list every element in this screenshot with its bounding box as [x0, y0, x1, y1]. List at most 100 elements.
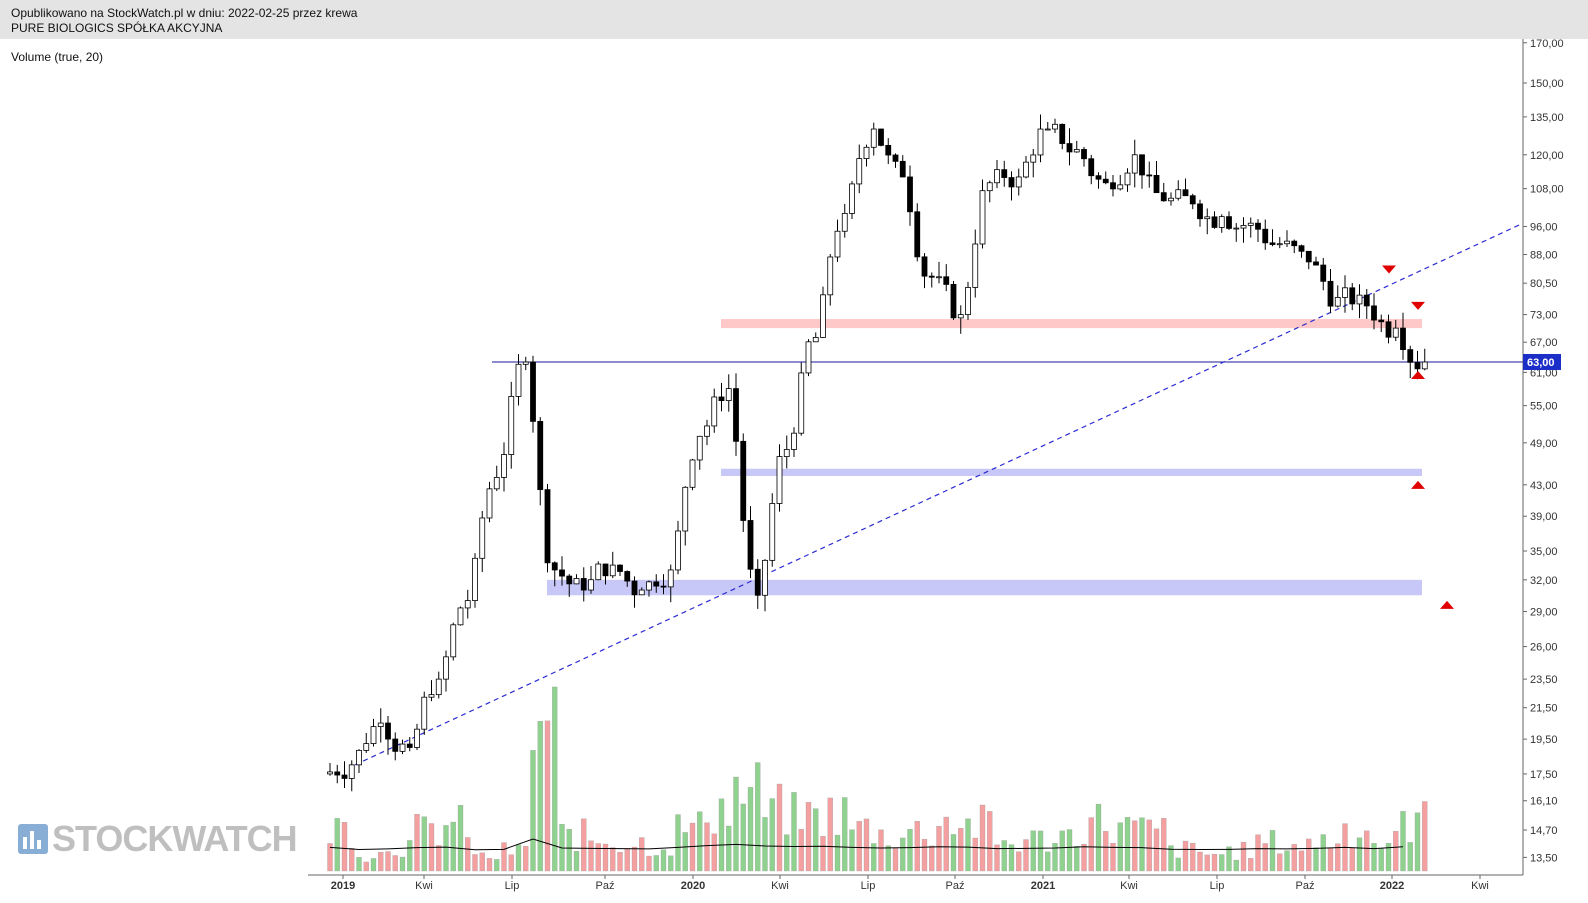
- y-tick-label: 73,00: [1530, 310, 1558, 322]
- x-tick-label: Kwi: [1120, 880, 1138, 892]
- volume-bar: [515, 844, 522, 872]
- candle-up: [435, 678, 442, 696]
- volume-bar: [733, 776, 739, 872]
- candle-down: [653, 581, 660, 587]
- lines-layer: [354, 222, 1524, 766]
- candle-up: [493, 477, 500, 490]
- volume-bar: [1349, 847, 1355, 872]
- volume-bar: [1393, 831, 1399, 872]
- candle-up: [609, 564, 616, 577]
- volume-bar: [755, 762, 761, 872]
- candle-up: [1342, 287, 1348, 298]
- candle-up: [1037, 128, 1044, 156]
- volume-bar: [566, 829, 572, 872]
- y-tick-label: 150,00: [1530, 78, 1564, 90]
- volume-bar: [421, 816, 427, 872]
- candle-down: [878, 128, 884, 146]
- candle-down: [943, 276, 950, 285]
- volume-bar: [508, 854, 514, 872]
- volume-bar: [1306, 838, 1312, 872]
- last-price-tag: [1523, 353, 1561, 370]
- volume-bar: [762, 817, 768, 872]
- volume-bar: [878, 829, 884, 872]
- volume-bar: [523, 846, 529, 872]
- candle-down: [385, 722, 391, 740]
- candle-up: [704, 425, 710, 437]
- candle-up: [443, 656, 449, 680]
- candle-down: [617, 564, 623, 572]
- instrument-title: PURE BIOLOGICS SPÓŁKA AKCYJNA: [11, 21, 223, 35]
- volume-bar: [631, 846, 638, 872]
- volume-bar: [1320, 834, 1326, 872]
- candle-up: [356, 749, 362, 766]
- candle-up: [450, 624, 457, 658]
- buy-marker: [1411, 371, 1425, 380]
- volume-bar: [842, 797, 848, 872]
- candle-down: [1414, 361, 1421, 370]
- volume-bar: [1182, 840, 1189, 872]
- candle-down: [566, 575, 573, 585]
- y-tick-label: 80,50: [1530, 278, 1558, 290]
- volume-bar: [958, 828, 964, 872]
- volume-bar: [1248, 858, 1254, 872]
- y-tick-label: 88,00: [1530, 250, 1558, 262]
- volume-bar: [1023, 839, 1029, 872]
- x-tick-label: Lip: [861, 880, 876, 892]
- sell-marker: [1411, 301, 1425, 310]
- x-tick-label: 2019: [331, 880, 355, 892]
- volume-bar: [1016, 851, 1022, 872]
- volume-bar: [994, 844, 1000, 872]
- y-tick-label: 16,10: [1530, 796, 1558, 808]
- candle-up: [682, 486, 689, 532]
- candle-down: [1146, 174, 1153, 177]
- candle-up: [1015, 176, 1022, 188]
- volume-bar: [1124, 817, 1131, 872]
- volume-bar: [914, 821, 920, 872]
- volume-bar: [552, 686, 558, 872]
- candle-up: [515, 363, 522, 397]
- candle-down: [1291, 240, 1298, 247]
- candle-up: [428, 694, 435, 698]
- volume-bar: [660, 849, 667, 872]
- candle-down: [928, 275, 935, 278]
- candle-up: [1392, 327, 1399, 338]
- candle-down: [885, 145, 892, 156]
- candle-up: [957, 314, 964, 319]
- buy-marker: [1411, 480, 1425, 489]
- candle-up: [486, 488, 493, 519]
- volume-bar: [987, 811, 993, 872]
- candle-down: [950, 284, 957, 319]
- y-tick-label: 96,00: [1530, 222, 1558, 234]
- x-tick-label: Kwi: [415, 880, 433, 892]
- candle-up: [965, 287, 971, 316]
- candle-down: [1139, 154, 1145, 176]
- volume-bar: [573, 851, 580, 872]
- candle-up: [327, 771, 333, 775]
- volume-bar: [1226, 846, 1232, 872]
- volume-bar: [1037, 830, 1044, 872]
- volume-bar: [595, 843, 601, 872]
- volume-bar: [892, 848, 899, 872]
- x-tick-label: 2022: [1380, 880, 1404, 892]
- candle-down: [1211, 216, 1218, 228]
- volume-bar: [726, 825, 732, 872]
- candle-down: [559, 569, 565, 577]
- candle-down: [1320, 264, 1327, 282]
- candle-down: [580, 578, 587, 591]
- candle-up: [370, 726, 377, 745]
- candle-up: [1052, 123, 1058, 130]
- candle-up: [798, 372, 805, 434]
- x-tick-label: Paź: [946, 880, 965, 892]
- volume-indicator-label: Volume (true, 20): [11, 50, 104, 64]
- volume-bar: [697, 811, 703, 872]
- volume-bar: [1291, 844, 1297, 872]
- candle-down: [892, 154, 899, 162]
- candle-down: [1378, 319, 1385, 323]
- candle-up: [667, 569, 674, 588]
- volume-bar: [1284, 850, 1290, 872]
- volume-bar: [1233, 859, 1239, 872]
- volume-bar: [943, 816, 949, 872]
- volume-bar: [581, 818, 587, 872]
- volume-bar: [798, 829, 804, 872]
- volume-bar: [465, 837, 471, 872]
